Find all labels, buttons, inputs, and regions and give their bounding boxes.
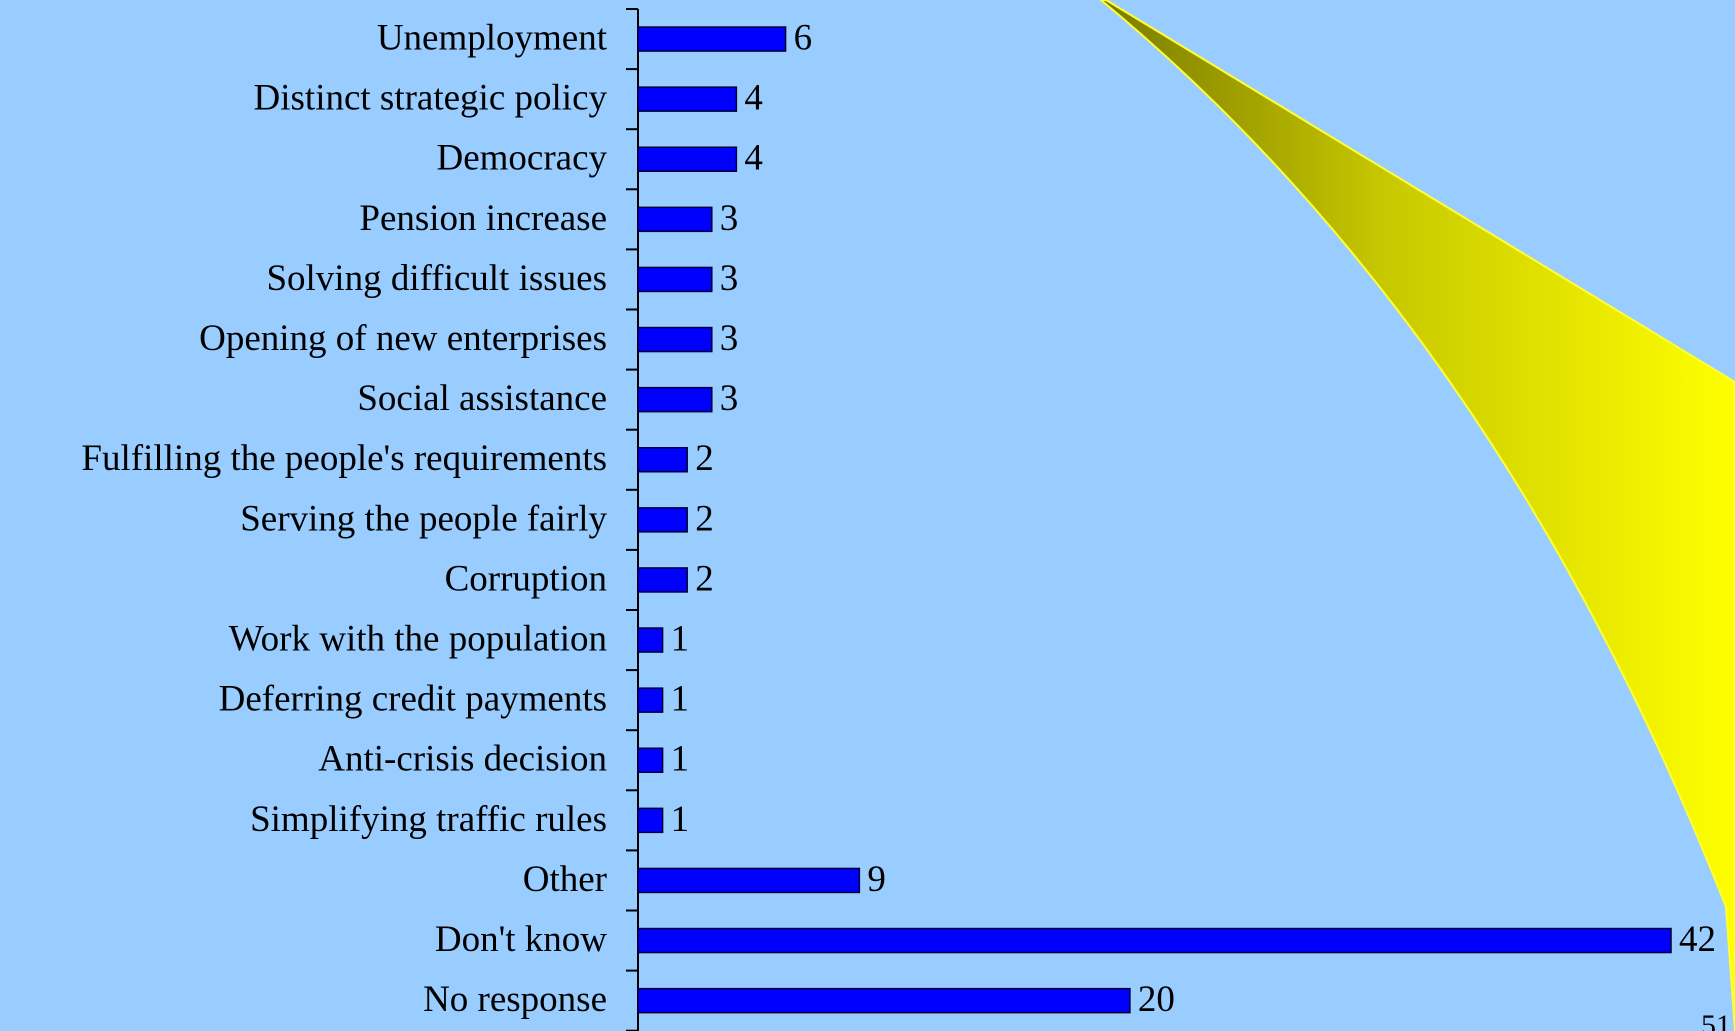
bar [637,86,738,112]
category-label: Fulfilling the people's requirements [81,438,607,479]
category-label: Solving difficult issues [266,258,607,299]
category-label: Opening of new enterprises [199,318,607,359]
category-label: Anti-crisis decision [318,739,607,780]
category-label: Pension increase [359,198,607,239]
value-label: 1 [671,679,690,720]
bar [637,807,664,834]
bar [637,447,688,473]
bar [637,867,861,894]
value-label: 20 [1138,979,1175,1020]
bar [637,987,1131,1014]
value-label: 1 [671,619,690,660]
bar [637,687,664,713]
decorative-swoosh [1099,0,1735,1031]
bar [637,507,688,533]
value-label: 4 [744,78,763,119]
category-label: No response [423,979,607,1020]
bar [637,567,688,593]
category-label: Distinct strategic policy [254,78,608,119]
value-label: 3 [720,378,739,419]
bar [637,266,713,293]
category-label: Democracy [436,138,607,179]
bar [637,386,713,413]
category-label: Corruption [445,558,607,599]
value-label: 2 [695,558,714,599]
value-label: 1 [671,799,690,840]
page-number: 51 [1701,1009,1731,1031]
value-label: 3 [720,318,739,359]
value-label: 3 [720,198,739,239]
value-label: 3 [720,258,739,299]
value-label: 1 [671,739,690,780]
bar [637,326,713,353]
category-label: Other [523,859,607,900]
bar [637,627,664,653]
bar [637,26,787,52]
category-label: Unemployment [377,18,608,59]
value-label: 6 [794,18,813,59]
bar [637,146,738,172]
category-label: Don't know [435,919,607,960]
value-label: 42 [1679,919,1716,960]
category-label: Social assistance [357,378,607,419]
bar [637,206,713,233]
value-label: 2 [695,438,714,479]
value-label: 2 [695,498,714,539]
bar [637,747,664,773]
value-label: 9 [867,859,886,900]
category-label: Work with the population [229,619,607,660]
value-label: 4 [744,138,763,179]
category-label: Serving the people fairly [240,498,607,539]
category-label: Simplifying traffic rules [250,799,607,840]
category-label: Deferring credit payments [219,679,607,720]
bar [637,927,1672,954]
